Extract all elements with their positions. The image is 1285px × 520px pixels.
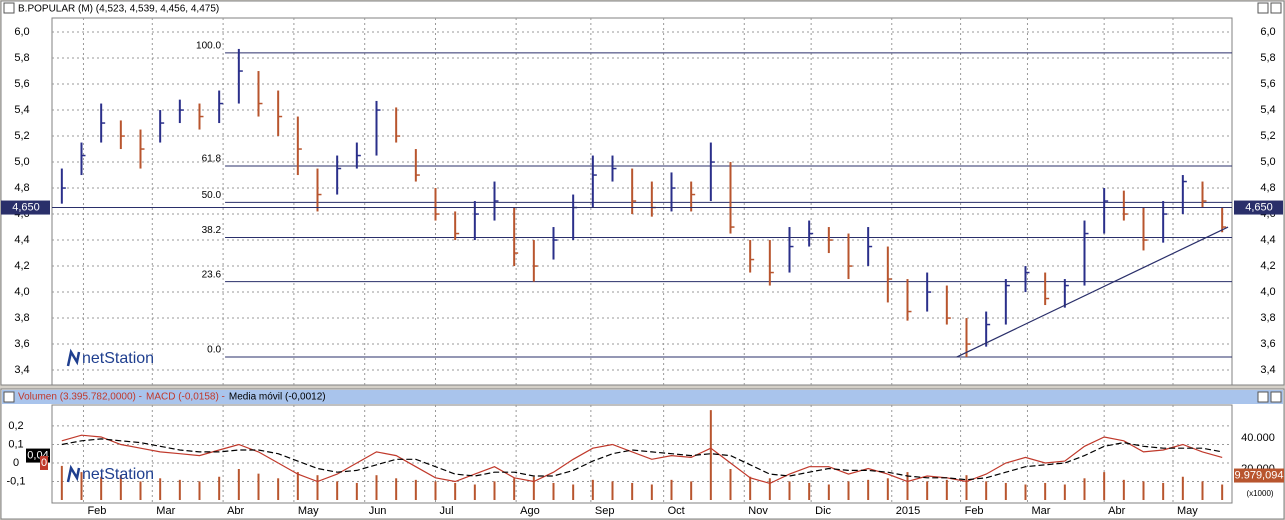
x-tick-label: Abr: [1108, 505, 1125, 517]
fib-label: 23.6: [202, 269, 222, 280]
signal-line: [61, 438, 1223, 481]
macd-line: [61, 434, 1223, 485]
x-tick-label: Feb: [965, 505, 984, 517]
x-tick-label: May: [1177, 505, 1198, 517]
x-tick-label: Jul: [440, 505, 454, 517]
y-tick-label: 5,6: [14, 78, 29, 90]
y-tick-label: 4,0: [14, 286, 29, 298]
x-tick-label: May: [298, 505, 319, 517]
bottom-header: [2, 390, 1283, 404]
x-tick-label: Oct: [668, 505, 685, 517]
price-badge-right-text: 4,650: [1245, 201, 1273, 213]
logo-icon: [66, 348, 81, 367]
y-tick-label-right: 5,4: [1260, 104, 1275, 116]
macd-plot: [51, 404, 1233, 504]
y-tick-label: -0,1: [7, 475, 26, 487]
fib-label: 50.0: [202, 190, 222, 201]
legend-item: MACD (-0,0158) -: [146, 392, 225, 403]
watermark: netStation: [82, 466, 154, 483]
y-tick-label: 0,2: [8, 420, 23, 432]
y-tick-label: 4,4: [14, 234, 29, 246]
y-tick-label: 5,2: [14, 130, 29, 142]
volume_label-badge-text: 9.979,094: [1235, 469, 1284, 481]
legend-item: Media móvil (-0,0012): [229, 392, 326, 403]
y-tick-label: 0,1: [8, 438, 23, 450]
price-badge-right: [1234, 200, 1283, 215]
x-tick-label: Mar: [156, 505, 175, 517]
x-tick-label: Feb: [87, 505, 106, 517]
y-tick-label: 4,2: [14, 260, 29, 272]
y-tick-label: 3,6: [14, 338, 29, 350]
y-tick-label: 5,0: [14, 156, 29, 168]
volume_label-badge: [1234, 468, 1284, 483]
y-tick-label-right: 5,8: [1260, 52, 1275, 64]
y-tick-label: 5,8: [14, 52, 29, 64]
y-tick-label-right: 6,0: [1260, 26, 1275, 38]
y-tick-label: 5,4: [14, 104, 29, 116]
y-tick-label-right: 4,0: [1260, 286, 1275, 298]
y-tick-label: 3,8: [14, 312, 29, 324]
y-tick-label: 4,8: [14, 182, 29, 194]
fib-label: 0.0: [207, 345, 221, 356]
fib-label: 38.2: [202, 225, 222, 236]
x-tick-label: Nov: [748, 505, 768, 517]
close-button[interactable]: [1270, 391, 1282, 403]
y-tick-label-right: 5,6: [1260, 78, 1275, 90]
trendline: [956, 226, 1229, 358]
price-badge-left: [1, 200, 50, 215]
window-buttons[interactable]: [1257, 2, 1282, 14]
y-tick-label-right: 5,2: [1260, 130, 1275, 142]
x-tick-label: Ago: [520, 505, 540, 517]
y-tick-label: 6,0: [14, 26, 29, 38]
price-plot: [51, 17, 1233, 386]
y-tick-label-right: 3,4: [1260, 364, 1275, 376]
watermark: netStation: [82, 350, 154, 367]
panel-title: B.POPULAR (M) (4,523, 4,539, 4,456, 4,47…: [18, 4, 219, 15]
y-tick-label: 3,4: [14, 364, 29, 376]
signal_label-badge-text: 0: [41, 457, 47, 469]
x-tick-label: Dic: [815, 505, 831, 517]
fib-label: 61.8: [202, 154, 222, 165]
price-badge-left-text: 4,650: [12, 201, 40, 213]
maximize-button[interactable]: [1257, 2, 1269, 14]
y2-tick-label: 40.000: [1241, 432, 1275, 444]
y-tick-label-right: 3,8: [1260, 312, 1275, 324]
signal_label-badge: [40, 455, 48, 470]
logo-icon: [66, 464, 81, 483]
x-tick-label: Sep: [595, 505, 615, 517]
window-icon: [3, 391, 15, 403]
y-tick-label: 0: [13, 457, 19, 469]
y-tick-label-right: 4,8: [1260, 182, 1275, 194]
y2-unit: (x1000): [1246, 489, 1273, 498]
maximize-button[interactable]: [1257, 391, 1269, 403]
x-tick-label: Jun: [369, 505, 387, 517]
legend-item: Volumen (3.395.782,0000) -: [18, 392, 142, 403]
y-tick-label-right: 3,6: [1260, 338, 1275, 350]
window-icon: [3, 2, 15, 14]
close-button[interactable]: [1270, 2, 1282, 14]
y-tick-label-right: 5,0: [1260, 156, 1275, 168]
x-tick-label: 2015: [896, 505, 920, 517]
fib-label: 100.0: [196, 40, 221, 51]
y-tick-label-right: 4,4: [1260, 234, 1275, 246]
x-tick-label: Mar: [1031, 505, 1050, 517]
x-tick-label: Abr: [227, 505, 244, 517]
y-tick-label-right: 4,2: [1260, 260, 1275, 272]
